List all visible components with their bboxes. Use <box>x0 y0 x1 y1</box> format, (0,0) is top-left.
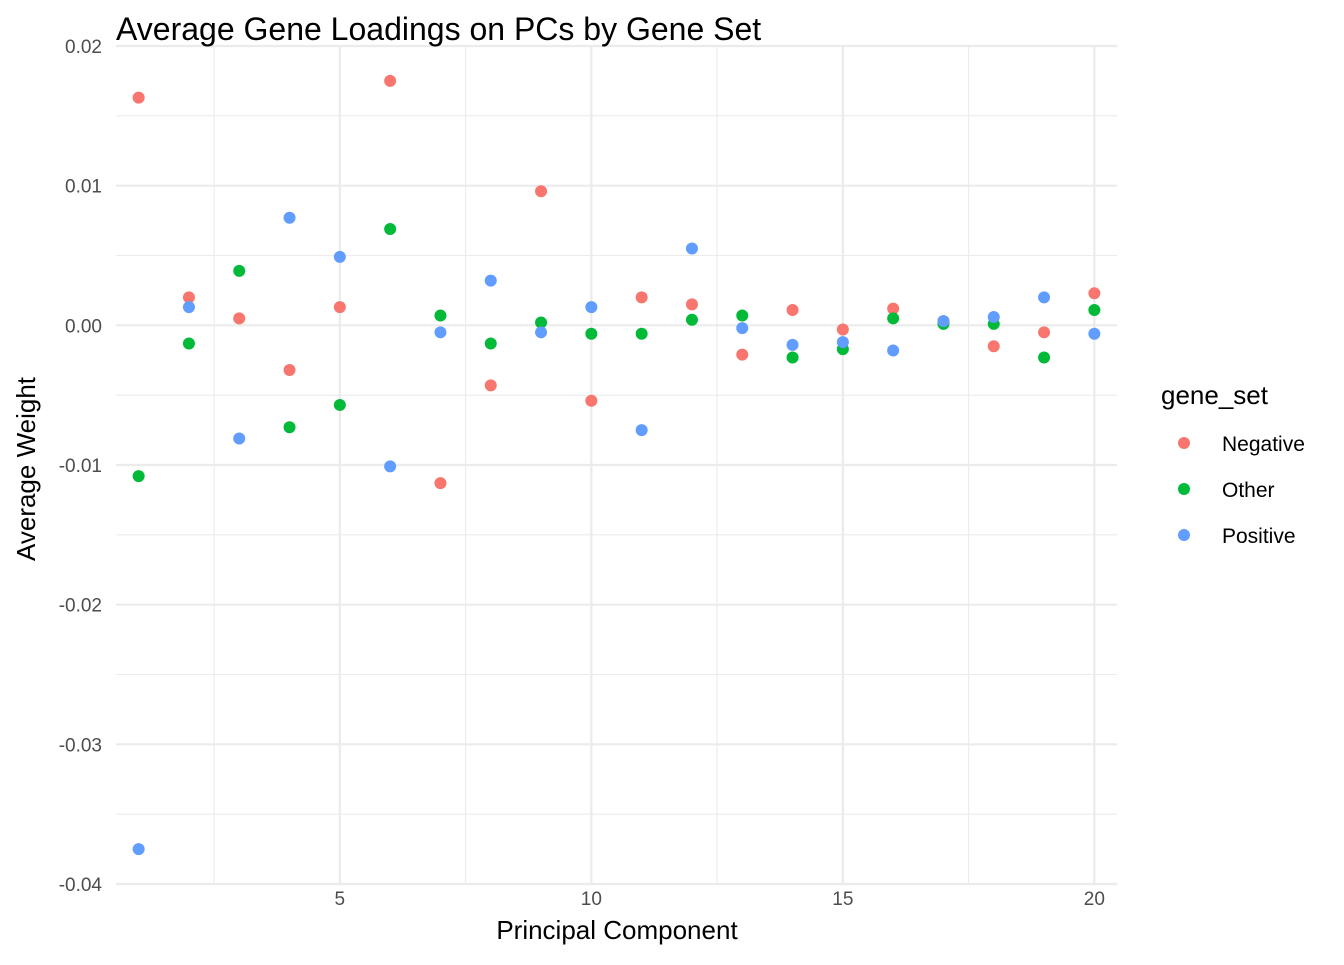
data-point <box>887 344 900 357</box>
data-point <box>786 351 799 364</box>
data-point <box>283 364 296 377</box>
data-point <box>685 313 698 326</box>
data-point <box>484 379 497 392</box>
data-point <box>535 316 548 329</box>
legend-label: Positive <box>1222 525 1296 548</box>
data-point <box>333 301 346 314</box>
data-point <box>283 211 296 224</box>
data-point <box>585 301 598 314</box>
data-point <box>132 843 145 856</box>
data-point <box>786 303 799 316</box>
legend-key <box>1178 529 1190 541</box>
data-point <box>283 421 296 434</box>
y-axis-title: Average Weight <box>11 376 41 561</box>
data-point <box>384 74 397 87</box>
grid-major <box>116 44 1117 886</box>
y-tick-label: -0.03 <box>59 735 102 756</box>
data-point <box>685 242 698 255</box>
data-point <box>635 327 648 340</box>
chart-title: Average Gene Loadings on PCs by Gene Set <box>116 11 761 47</box>
x-tick-label: 5 <box>335 889 346 910</box>
x-tick-label: 15 <box>832 889 853 910</box>
data-point <box>1088 327 1101 340</box>
data-point <box>685 298 698 311</box>
data-point <box>1038 351 1051 364</box>
data-point <box>484 337 497 350</box>
x-tick-label: 10 <box>581 889 602 910</box>
data-point <box>1038 326 1051 339</box>
data-point <box>987 340 1000 353</box>
legend-key <box>1178 483 1190 495</box>
legend-item-negative: Negative <box>1178 433 1305 456</box>
series-other <box>132 222 1101 483</box>
data-point <box>484 274 497 287</box>
data-point <box>937 315 950 328</box>
data-point <box>182 301 195 314</box>
data-point <box>585 327 598 340</box>
data-point <box>233 432 246 445</box>
data-point <box>1088 303 1101 316</box>
y-tick-label: 0.01 <box>65 177 102 198</box>
data-point <box>786 338 799 351</box>
data-point <box>182 291 195 304</box>
data-point <box>434 309 447 322</box>
data-point <box>887 312 900 325</box>
data-point <box>736 309 749 322</box>
data-point <box>434 326 447 339</box>
data-point <box>434 477 447 490</box>
series-positive <box>132 211 1101 856</box>
data-point <box>535 326 548 339</box>
y-tick-label: -0.01 <box>59 456 102 477</box>
legend-label: Negative <box>1222 433 1305 456</box>
data-point <box>333 250 346 263</box>
x-axis-title: Principal Component <box>496 915 738 945</box>
data-point <box>233 264 246 277</box>
x-axis-ticks: 5 10 15 20 <box>335 889 1105 910</box>
data-point <box>635 291 648 304</box>
data-point <box>132 470 145 483</box>
y-tick-label: -0.04 <box>59 875 103 896</box>
data-point <box>635 424 648 437</box>
data-point <box>836 336 849 349</box>
legend-label: Other <box>1222 479 1275 502</box>
y-tick-label: 0.02 <box>65 37 102 58</box>
legend-item-positive: Positive <box>1178 525 1296 548</box>
data-points <box>132 74 1101 856</box>
data-point <box>182 337 195 350</box>
y-tick-label: -0.02 <box>59 596 102 617</box>
legend-title: gene_set <box>1161 380 1269 410</box>
data-point <box>535 185 548 198</box>
data-point <box>384 222 397 235</box>
data-point <box>836 323 849 336</box>
data-point <box>132 91 145 104</box>
data-point <box>887 302 900 315</box>
y-axis-ticks: -0.04 -0.03 -0.02 -0.01 0.00 0.01 0.02 <box>59 37 103 896</box>
data-point <box>585 394 598 407</box>
series-negative <box>132 74 1101 490</box>
data-point <box>384 460 397 473</box>
data-point <box>1038 291 1051 304</box>
legend-key <box>1178 437 1190 449</box>
data-point <box>233 312 246 325</box>
legend: gene_set Negative Other Positive <box>1161 380 1305 548</box>
data-point <box>736 322 749 335</box>
data-point <box>987 310 1000 323</box>
data-point <box>736 348 749 361</box>
legend-item-other: Other <box>1178 479 1275 502</box>
data-point <box>1088 287 1101 300</box>
y-tick-label: 0.00 <box>65 316 102 337</box>
x-tick-label: 20 <box>1084 889 1105 910</box>
data-point <box>333 398 346 411</box>
